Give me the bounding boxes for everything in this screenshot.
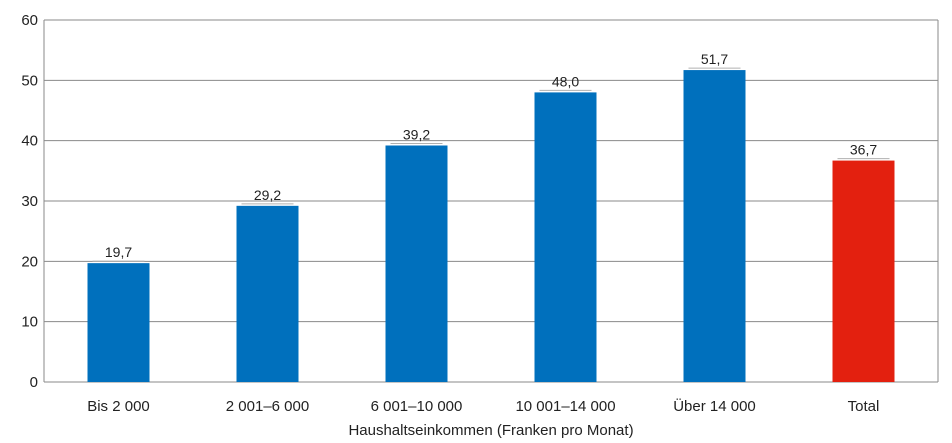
- y-tick-label: 20: [21, 253, 38, 270]
- x-axis-ticks: Bis 2 000 2 001–6 000 6 001–10 000 10 001–1…: [87, 397, 879, 415]
- y-axis-ticks: 0 10 20 30 40 50 60: [21, 12, 38, 391]
- bar: [87, 263, 150, 382]
- data-labels: 19,7 29,2 39,2 48,0 51,7 36,7: [92, 51, 890, 262]
- y-tick-label: 0: [30, 374, 38, 391]
- data-label: 39,2: [403, 126, 430, 142]
- y-tick-label: 10: [21, 314, 38, 331]
- bar: [534, 92, 597, 383]
- y-tick-label: 60: [21, 12, 38, 29]
- gridlines: [43, 19, 939, 383]
- x-tick-label: 2 001–6 000: [226, 398, 309, 415]
- data-label: 36,7: [850, 142, 877, 158]
- y-tick-label: 50: [21, 72, 38, 89]
- y-tick-label: 40: [21, 133, 38, 150]
- y-tick-label: 30: [21, 193, 38, 210]
- x-tick-label: Über 14 000: [673, 397, 756, 415]
- data-label: 48,0: [552, 73, 579, 89]
- bar: [683, 70, 746, 383]
- data-label: 29,2: [254, 187, 281, 203]
- data-label: 51,7: [701, 51, 728, 67]
- bar: [236, 205, 299, 382]
- bar: [385, 145, 448, 382]
- bar: [832, 160, 895, 382]
- x-tick-label: 10 001–14 000: [515, 398, 615, 415]
- x-tick-label: Bis 2 000: [87, 398, 150, 415]
- data-label: 19,7: [105, 244, 132, 260]
- x-tick-label: 6 001–10 000: [371, 398, 463, 415]
- x-tick-label: Total: [848, 398, 880, 415]
- x-axis-title: Haushaltseinkommen (Franken pro Monat): [348, 422, 633, 439]
- bars: [87, 70, 895, 383]
